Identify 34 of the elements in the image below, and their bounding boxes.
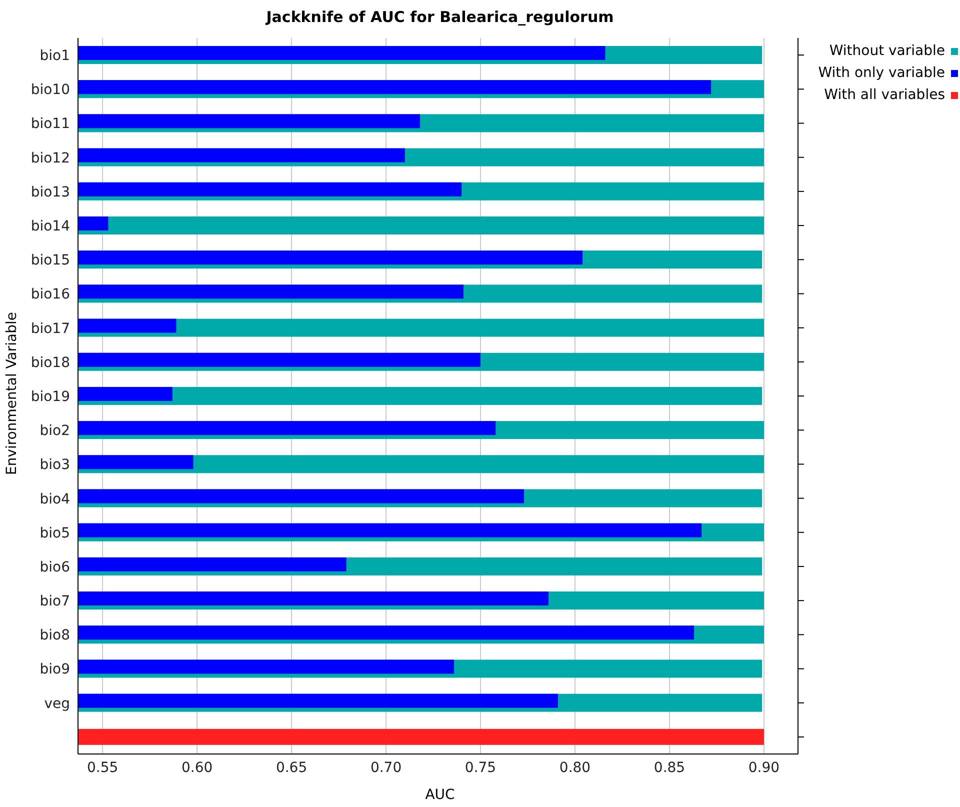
y-tick-label: bio14 [30,218,70,234]
x-tick-label: 0.60 [181,760,213,776]
x-tick-label: 0.80 [559,760,591,776]
y-tick-label: bio15 [30,252,70,269]
y-tick-label: bio9 [40,662,70,678]
x-tick-label: 0.65 [276,760,308,776]
y-tick-label: bio18 [30,354,70,371]
legend-label: With all variables [823,86,946,105]
y-tick-label: bio7 [40,594,70,610]
chart-title: Jackknife of AUC for Balearica_regulorum [264,8,615,26]
y-tick-label: bio11 [30,116,70,132]
y-tick-label: bio17 [30,320,70,337]
y-axis-title: Environmental Variable [4,312,20,475]
x-tick-label: 0.75 [464,760,496,776]
x-tick-label: 0.70 [370,760,402,776]
y-tick-label: bio3 [40,457,70,474]
y-tick-label: veg [44,696,70,712]
y-tick-label: bio4 [40,491,70,508]
y-tick-label: bio10 [30,82,70,98]
legend-label: With only variable [818,64,946,83]
y-tick-label: bio19 [30,388,70,405]
y-tick-label: bio1 [40,48,70,64]
y-tick-label: bio6 [40,559,70,576]
x-tick-label: 0.85 [654,760,686,776]
legend-label: Without variable [828,42,946,61]
y-tick-label: bio2 [40,423,70,440]
y-tick-label: bio5 [40,525,70,542]
y-tick-label: bio16 [30,286,70,303]
x-tick-label: 0.90 [748,760,780,776]
y-tick-label: bio8 [40,628,70,644]
x-axis-title: AUC [424,787,456,803]
y-tick-label: bio13 [30,184,70,200]
x-tick-label: 0.55 [86,760,118,776]
y-tick-label: bio12 [30,150,70,166]
